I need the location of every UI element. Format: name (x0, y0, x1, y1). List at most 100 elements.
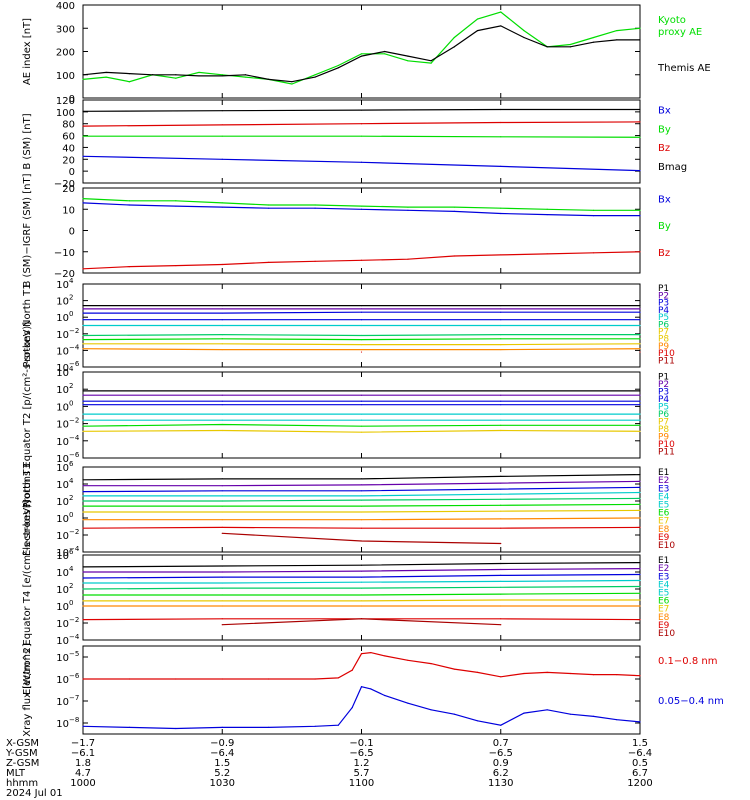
data-point (360, 490, 363, 492)
data-point (639, 721, 641, 723)
data-point (360, 109, 363, 111)
data-point (128, 726, 131, 729)
data-point (360, 576, 363, 578)
data-point (82, 505, 84, 507)
data-point (639, 319, 641, 321)
data-point (360, 419, 363, 421)
y-tick-exponent: 4 (69, 565, 74, 573)
ephemeris-value: −6.5 (349, 748, 373, 759)
y-tick-label: 10 (56, 385, 69, 396)
data-point (523, 29, 525, 32)
y-axis-label: AE index [nT] (22, 18, 33, 85)
data-point (82, 413, 84, 415)
series-0108nm (82, 651, 641, 680)
data-point (592, 41, 595, 43)
legend-entry: Bx (658, 105, 671, 116)
y-tick-exponent: −4 (69, 343, 80, 351)
data-point (175, 200, 177, 202)
y-tick-label: 10 (56, 297, 69, 308)
data-point (221, 158, 223, 160)
ephemeris-value: −6.4 (210, 748, 234, 759)
ephemeris-label: 2024 Jul 01 (6, 788, 63, 799)
data-point (639, 474, 641, 476)
series-e6 (82, 503, 641, 507)
legend-entry: P2 (658, 291, 669, 301)
data-point (546, 671, 548, 674)
data-point (221, 334, 223, 336)
data-point (523, 672, 525, 675)
data-point (360, 55, 363, 57)
y-tick-label: 10 (56, 636, 69, 647)
data-point (221, 343, 223, 345)
ephemeris-value: −1.7 (71, 738, 95, 749)
legend-entry: P1 (658, 372, 669, 382)
data-point (453, 46, 455, 48)
data-point (221, 413, 223, 415)
ephemeris-label: X-GSM (6, 738, 39, 749)
y-tick-exponent: −6 (69, 360, 80, 368)
data-point (639, 400, 641, 402)
data-point (360, 505, 363, 507)
data-point (476, 720, 479, 722)
data-point (639, 39, 641, 41)
series-p7 (82, 338, 641, 341)
series-e8 (82, 605, 641, 607)
y-tick-label: 0 (69, 227, 75, 238)
series-p2 (82, 308, 641, 310)
data-point (639, 491, 641, 494)
data-point (314, 678, 316, 680)
data-point (221, 429, 223, 432)
data-point (82, 110, 84, 112)
legend-entry: E9 (658, 621, 670, 631)
legend-entry: P2 (658, 380, 669, 390)
y-tick-exponent: 0 (69, 511, 73, 519)
data-point (360, 686, 363, 688)
data-point (639, 619, 641, 621)
series-e10 (221, 618, 502, 626)
data-point (82, 304, 84, 307)
data-point (407, 209, 409, 211)
plot-frame (82, 645, 641, 735)
series-line (222, 532, 501, 545)
series-p4 (82, 319, 641, 321)
data-point (360, 527, 363, 529)
ephemeris-value: −6.4 (628, 748, 652, 759)
data-point (360, 334, 363, 337)
series-e6 (82, 592, 641, 596)
data-point (639, 304, 641, 307)
series-e3 (82, 573, 641, 579)
series-e7 (82, 599, 641, 602)
y-tick-label: 20 (62, 184, 75, 195)
data-point (639, 169, 641, 172)
data-point (639, 480, 641, 483)
data-point (82, 202, 84, 204)
y-tick-exponent: −2 (69, 327, 79, 335)
series-bz (82, 251, 641, 270)
data-point (152, 74, 154, 76)
y-tick-label: 40 (62, 143, 75, 154)
data-point (500, 390, 502, 392)
ephemeris-value: −6.5 (489, 748, 513, 759)
data-point (314, 76, 316, 78)
y-axis-label: B (SM) [nT] (22, 113, 33, 169)
y-tick-label: 200 (56, 48, 75, 59)
y-tick-exponent: −6 (69, 672, 80, 680)
data-point (360, 208, 363, 210)
legend-entry: E5 (658, 588, 669, 598)
data-point (268, 726, 270, 729)
data-point (337, 67, 339, 69)
y-axis-label: Xray flux [W/m^2] (22, 643, 33, 737)
ephemeris-value: 1.5 (632, 738, 648, 749)
data-point (500, 542, 502, 545)
y-tick-label: 10 (56, 697, 69, 708)
legend-entry: E8 (658, 613, 670, 623)
data-point (221, 571, 223, 573)
data-point (500, 527, 502, 529)
data-point (175, 264, 177, 267)
data-point (639, 430, 641, 432)
